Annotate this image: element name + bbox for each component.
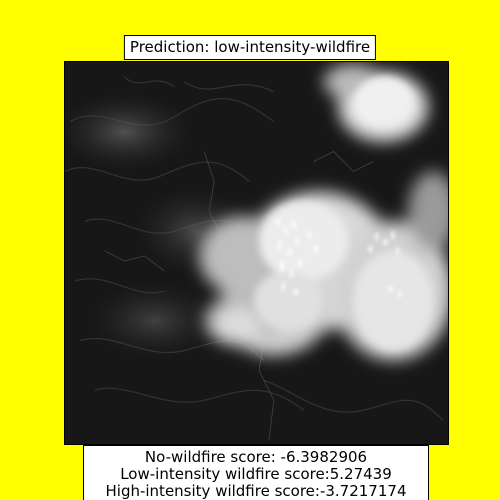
satellite-image-icon: [65, 62, 448, 444]
no-wildfire-score: No-wildfire score: -6.3982906: [144, 448, 368, 466]
scores-panel: No-wildfire score: -6.3982906 Low-intens…: [83, 445, 429, 500]
low-intensity-score: Low-intensity wildfire score:5.27439: [120, 465, 392, 483]
high-intensity-score: High-intensity wildfire score:-3.7217174: [105, 482, 407, 500]
prediction-title: Prediction: low-intensity-wildfire: [123, 35, 377, 60]
satellite-image: [64, 61, 449, 445]
